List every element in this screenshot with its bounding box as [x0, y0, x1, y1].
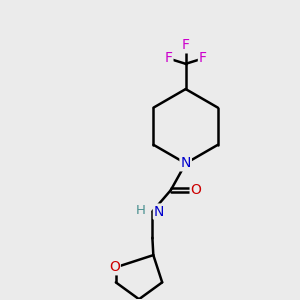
Text: N: N	[154, 205, 164, 218]
Text: F: F	[164, 52, 172, 65]
Text: F: F	[182, 38, 190, 52]
Text: O: O	[109, 260, 120, 274]
Text: O: O	[190, 183, 202, 197]
Text: H: H	[136, 203, 146, 217]
Text: F: F	[199, 52, 207, 65]
Text: N: N	[181, 156, 191, 170]
